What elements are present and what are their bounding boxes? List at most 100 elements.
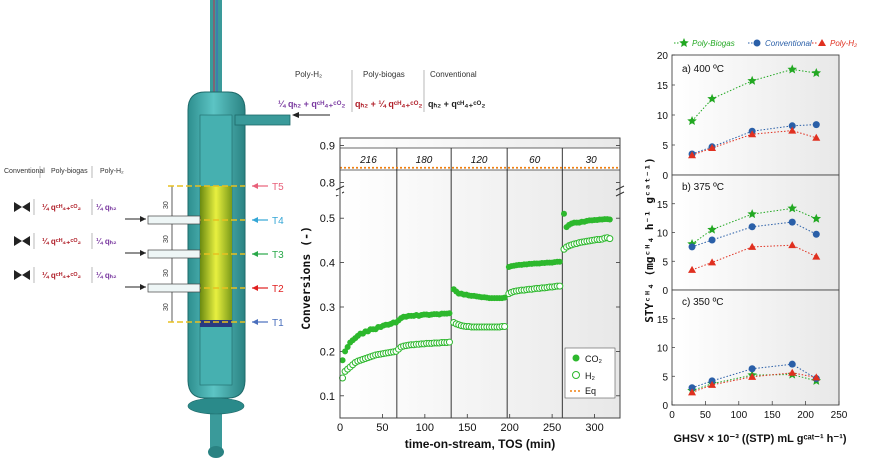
poly-h2-point — [788, 126, 797, 134]
poly-biogas-point — [679, 38, 689, 48]
top-inlet-arrowhead — [292, 112, 299, 118]
h2-point — [501, 323, 509, 331]
left-label-poly-h2: Poly-H₂ — [100, 168, 124, 175]
sensor-arrowhead — [252, 319, 258, 325]
lateral-tube — [147, 249, 201, 259]
x-tick-label: 0 — [337, 422, 343, 434]
top-pipe — [210, 0, 222, 95]
sty-panel-title-b: b) 375 ºC — [682, 182, 724, 193]
sty-y-tick-label: 20 — [657, 51, 669, 62]
sensor-arrowhead — [252, 251, 258, 257]
segment-label-120: 120 — [471, 155, 488, 166]
side-formula-biogas: ¼ qᶜᴴ₄₊ᶜᴼ₂ — [42, 237, 82, 246]
dimension-label: 30 — [163, 269, 170, 277]
dimension-label: 30 — [163, 235, 170, 243]
segment-label-180: 180 — [416, 155, 433, 166]
sty-xlabel: GHSV × 10⁻³ ((STP) mL gᶜᵃᵗ⁻¹ h⁻¹) — [673, 433, 846, 445]
sty-panel-frame — [671, 289, 840, 406]
legend-h2-marker — [572, 371, 580, 379]
sty-panel-title-c: c) 350 ºC — [682, 297, 723, 308]
x-tick-label: 150 — [458, 422, 476, 434]
poly-biogas-point — [707, 224, 717, 234]
x-tick-label: 100 — [416, 422, 434, 434]
sty-y-tick-label: 5 — [662, 372, 668, 383]
top-formula-conventional: qₕ₂ + qᶜᴴ₄₊ᶜᴼ₂ — [428, 99, 485, 109]
legend-co2-label: CO₂ — [585, 354, 603, 364]
dimension-label: 30 — [163, 303, 170, 311]
sensor-label-t1: T1 — [272, 318, 284, 329]
side-formula-h2: ¼ qₕ₂ — [96, 271, 117, 280]
feed-arrowhead — [140, 284, 146, 290]
y-tick-label: 0.1 — [320, 391, 335, 403]
sensor-arrowhead — [252, 217, 258, 223]
sty-trend-line — [691, 124, 817, 155]
conventional-point — [788, 360, 796, 368]
conventional-point — [708, 377, 716, 385]
legend-co2-marker — [572, 354, 580, 362]
sty-x-tick-label: 250 — [831, 410, 848, 421]
sty-legend-poly-h2: Poly-H₂ — [830, 39, 857, 48]
sty-y-tick-label: 0 — [662, 401, 668, 412]
poly-h2-point — [748, 130, 757, 138]
sty-x-tick-label: 150 — [764, 410, 781, 421]
poly-biogas-point — [811, 213, 822, 223]
sensor-label-t2: T2 — [272, 284, 284, 295]
co2-point — [561, 210, 567, 217]
side-outlet — [234, 114, 291, 126]
x-tick-label: 250 — [543, 422, 561, 434]
conversion-plot-frame — [339, 137, 621, 419]
lateral-tube — [147, 283, 201, 293]
side-formula-h2: ¼ qₕ₂ — [96, 237, 117, 246]
conventional-point — [788, 218, 796, 226]
co2-point — [501, 294, 508, 301]
y-tick-label: 0.3 — [320, 302, 335, 314]
co2-point — [556, 258, 563, 265]
legend-h2-label: H₂ — [585, 371, 595, 381]
sensor-arrowhead — [252, 285, 258, 291]
sty-x-tick-label: 100 — [730, 410, 747, 421]
sty-x-tick-label: 200 — [797, 410, 814, 421]
sty-y-tick-label: 15 — [657, 200, 669, 211]
conventional-point — [812, 121, 820, 129]
conventional-point — [748, 223, 756, 231]
sty-legend-conventional: Conventional — [765, 39, 812, 48]
sty-panel-b: 0 5 10 15 — [657, 174, 840, 297]
x-tick-label: 50 — [376, 422, 388, 434]
poly-biogas-point — [811, 68, 822, 78]
poly-h2-point — [812, 133, 821, 141]
sensor-label-t4: T4 — [272, 216, 284, 227]
h2-point — [556, 282, 564, 290]
top-label-conventional: Conventional — [430, 70, 477, 79]
conventional-point — [688, 384, 696, 392]
bottom-cap — [208, 446, 224, 458]
conversion-legend: CO₂ H₂ Eq — [564, 347, 616, 399]
y-tick-label: 0.9 — [320, 140, 335, 152]
left-label-poly-biogas: Poly-biogas — [51, 168, 88, 175]
valve-icon — [14, 236, 30, 246]
side-formula-biogas: ¼ qᶜᴴ₄₊ᶜᴼ₂ — [42, 203, 82, 212]
poly-h2-point — [708, 380, 717, 388]
co2-point — [339, 357, 346, 364]
conversion-chart: 216 180 120 60 30 0.1 0.2 0.3 0.4 0.5 0.8 0.9 0 50 100… — [320, 137, 625, 434]
x-tick-label: 300 — [585, 422, 603, 434]
sty-trend-line — [691, 373, 817, 392]
poly-biogas-point — [787, 64, 797, 74]
co2-point — [344, 343, 351, 350]
poly-h2-point — [748, 372, 757, 380]
co2-point — [606, 216, 613, 223]
poly-h2-point — [688, 265, 697, 273]
poly-biogas-point — [787, 203, 797, 213]
sensor-label-t5: T5 — [272, 182, 284, 193]
poly-h2-point — [788, 241, 797, 249]
conventional-point — [688, 243, 696, 251]
top-formula-poly-biogas: qₕ₂ + ¼ qᶜᴴ₄₊ᶜᴼ₂ — [355, 99, 422, 109]
poly-h2-point — [788, 368, 797, 376]
conventional-point — [788, 122, 796, 130]
conventional-point — [708, 236, 716, 244]
left-label-conventional: Conventional — [4, 168, 45, 175]
sty-y-tick-label: 10 — [657, 111, 669, 122]
y-tick-label: 0.8 — [320, 178, 335, 190]
sty-y-tick-label: 0 — [662, 286, 668, 297]
